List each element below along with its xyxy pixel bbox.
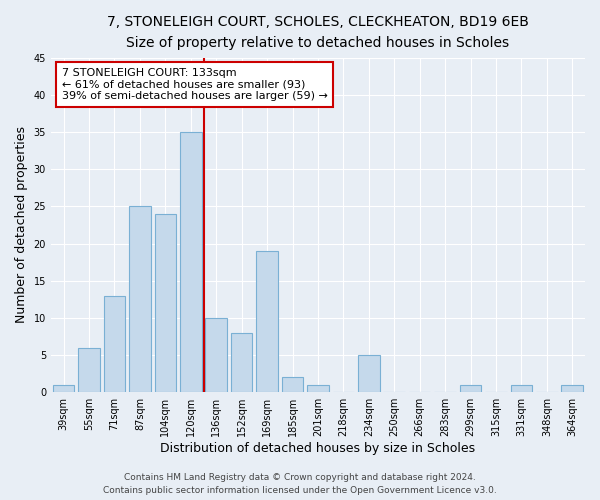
Bar (231, 332, 253, 392)
Bar (460, 385, 481, 392)
Bar (155, 214, 176, 392)
X-axis label: Distribution of detached houses by size in Scholes: Distribution of detached houses by size … (160, 442, 476, 455)
Y-axis label: Number of detached properties: Number of detached properties (15, 126, 28, 324)
Bar (282, 378, 304, 392)
Bar (104, 296, 125, 392)
Bar (129, 206, 151, 392)
Title: 7, STONELEIGH COURT, SCHOLES, CLECKHEATON, BD19 6EB
Size of property relative to: 7, STONELEIGH COURT, SCHOLES, CLECKHEATO… (107, 15, 529, 50)
Bar (358, 355, 380, 392)
Bar (511, 385, 532, 392)
Text: Contains HM Land Registry data © Crown copyright and database right 2024.
Contai: Contains HM Land Registry data © Crown c… (103, 474, 497, 495)
Bar (562, 385, 583, 392)
Bar (53, 385, 74, 392)
Bar (205, 318, 227, 392)
Bar (256, 251, 278, 392)
Bar (307, 385, 329, 392)
Text: 7 STONELEIGH COURT: 133sqm
← 61% of detached houses are smaller (93)
39% of semi: 7 STONELEIGH COURT: 133sqm ← 61% of deta… (62, 68, 328, 101)
Bar (180, 132, 202, 392)
Bar (78, 348, 100, 392)
